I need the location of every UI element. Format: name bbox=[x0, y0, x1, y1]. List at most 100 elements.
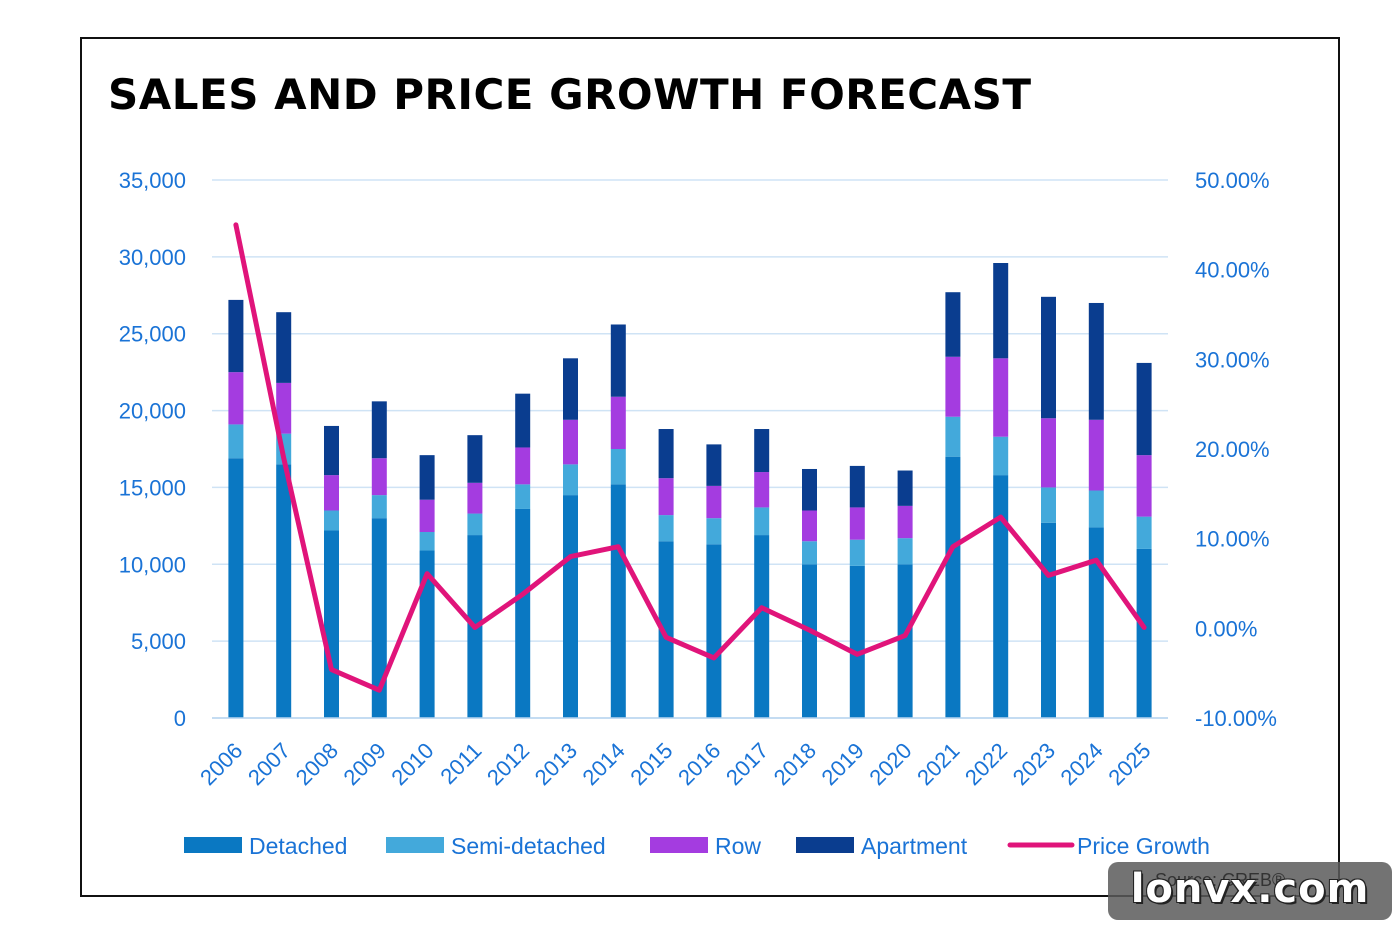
detached-bar-segment bbox=[1088, 527, 1104, 718]
x-tick-label: 2024 bbox=[1056, 738, 1108, 790]
row-bar-segment bbox=[515, 447, 531, 485]
apartment-bar-segment bbox=[849, 465, 865, 508]
x-tick-label: 2019 bbox=[817, 738, 869, 790]
semi-detached-bar-segment bbox=[1136, 516, 1152, 549]
row-bar-segment bbox=[1088, 419, 1104, 491]
x-tick-label: 2006 bbox=[195, 738, 247, 790]
row-bar-segment bbox=[563, 419, 578, 465]
x-tick-label: 2023 bbox=[1008, 738, 1060, 790]
row-bar-segment bbox=[945, 356, 961, 417]
y-left-tick-label: 25,000 bbox=[119, 322, 186, 347]
semi-detached-bar-segment bbox=[849, 539, 865, 566]
x-tick-label: 2013 bbox=[530, 738, 582, 790]
y-left-tick-label: 20,000 bbox=[119, 399, 186, 424]
y-right-tick-label: 40.00% bbox=[1195, 258, 1270, 283]
price-growth-line bbox=[233, 222, 1147, 693]
row-bar-segment bbox=[467, 482, 483, 514]
row-bar-segment bbox=[371, 458, 387, 496]
y-left-tick-label: 35,000 bbox=[119, 168, 186, 193]
x-tick-label: 2025 bbox=[1103, 738, 1155, 790]
semi-detached-bar-segment bbox=[324, 510, 339, 531]
x-tick-label: 2011 bbox=[435, 738, 486, 789]
legend-swatch bbox=[386, 837, 444, 853]
x-tick-label: 2007 bbox=[243, 738, 295, 790]
semi-detached-bar-segment bbox=[802, 541, 817, 565]
detached-bar-segment bbox=[563, 495, 578, 718]
y-right-tick-label: 20.00% bbox=[1195, 437, 1270, 462]
semi-detached-bar-segment bbox=[945, 416, 961, 457]
row-bar-segment bbox=[802, 510, 817, 542]
semi-detached-bar-segment bbox=[993, 436, 1009, 476]
legend-label: Price Growth bbox=[1077, 833, 1210, 859]
detached-bar-segment bbox=[754, 535, 770, 718]
detached-bar-segment bbox=[897, 564, 913, 718]
row-bar-segment bbox=[658, 478, 674, 516]
apartment-bar-segment bbox=[419, 455, 435, 500]
apartment-bar-segment bbox=[993, 263, 1009, 359]
row-bar-segment bbox=[419, 499, 435, 533]
detached-bar-segment bbox=[945, 456, 961, 718]
row-bar-segment bbox=[324, 475, 339, 511]
detached-bar-segment bbox=[610, 484, 626, 718]
x-tick-label: 2022 bbox=[960, 738, 1012, 790]
semi-detached-bar-segment bbox=[658, 515, 674, 542]
row-bar-segment bbox=[849, 507, 865, 540]
x-tick-label: 2009 bbox=[339, 738, 391, 790]
apartment-bar-segment bbox=[228, 299, 244, 373]
detached-bar-segment bbox=[706, 544, 722, 718]
x-tick-label: 2014 bbox=[578, 738, 630, 790]
semi-detached-bar-segment bbox=[1041, 487, 1056, 523]
x-tick-label: 2015 bbox=[625, 738, 677, 790]
y-right-tick-label: 30.00% bbox=[1195, 347, 1270, 372]
semi-detached-bar-segment bbox=[897, 538, 913, 565]
legend-swatch bbox=[184, 837, 242, 853]
y-left-tick-label: 30,000 bbox=[119, 245, 186, 270]
apartment-bar-segment bbox=[802, 468, 817, 511]
row-bar-segment bbox=[276, 382, 292, 434]
detached-bar-segment bbox=[658, 541, 674, 718]
legend-label: Detached bbox=[249, 833, 347, 859]
legend-swatch bbox=[650, 837, 708, 853]
semi-detached-bar-segment bbox=[1088, 490, 1104, 528]
y-left-tick-label: 0 bbox=[174, 706, 186, 731]
apartment-bar-segment bbox=[754, 429, 770, 473]
watermark-text: lonvx.com bbox=[1130, 866, 1370, 912]
gridlines bbox=[212, 179, 1168, 719]
row-bar-segment bbox=[1136, 455, 1152, 517]
legend-label: Row bbox=[715, 833, 761, 859]
apartment-bar-segment bbox=[1136, 362, 1152, 456]
semi-detached-bar-segment bbox=[610, 449, 626, 485]
apartment-bar-segment bbox=[1088, 302, 1104, 420]
semi-detached-bar-segment bbox=[563, 464, 578, 496]
semi-detached-bar-segment bbox=[754, 507, 770, 536]
x-tick-label: 2012 bbox=[482, 738, 534, 790]
y-left-tick-label: 15,000 bbox=[119, 475, 186, 500]
apartment-bar-segment bbox=[610, 324, 626, 397]
apartment-bar-segment bbox=[467, 435, 483, 483]
x-tick-label: 2010 bbox=[386, 738, 438, 790]
row-bar-segment bbox=[610, 396, 626, 449]
detached-bar-segment bbox=[993, 475, 1009, 718]
apartment-bar-segment bbox=[1041, 296, 1056, 419]
apartment-bar-segment bbox=[563, 358, 578, 420]
row-bar-segment bbox=[228, 372, 244, 425]
x-tick-label: 2016 bbox=[673, 738, 725, 790]
bars bbox=[228, 263, 1152, 718]
legend: Detached Semi-detached Row Apartment Price G… bbox=[184, 833, 1210, 859]
detached-bar-segment bbox=[371, 518, 387, 718]
row-bar-segment bbox=[897, 505, 913, 539]
detached-bar-segment bbox=[1136, 548, 1152, 718]
legend-label: Semi-detached bbox=[451, 833, 606, 859]
semi-detached-bar-segment bbox=[371, 495, 387, 519]
source-note: Source: CREB® bbox=[1155, 870, 1286, 890]
chart-title: SALES AND PRICE GROWTH FORECAST bbox=[108, 70, 1032, 119]
y-left-tick-label: 10,000 bbox=[119, 552, 186, 577]
x-tick-label: 2008 bbox=[291, 738, 343, 790]
detached-bar-segment bbox=[849, 565, 865, 718]
x-tick-label: 2021 bbox=[912, 738, 964, 790]
apartment-bar-segment bbox=[276, 312, 292, 383]
legend-label: Apartment bbox=[861, 833, 968, 859]
row-bar-segment bbox=[706, 485, 722, 519]
detached-bar-segment bbox=[1041, 522, 1056, 718]
